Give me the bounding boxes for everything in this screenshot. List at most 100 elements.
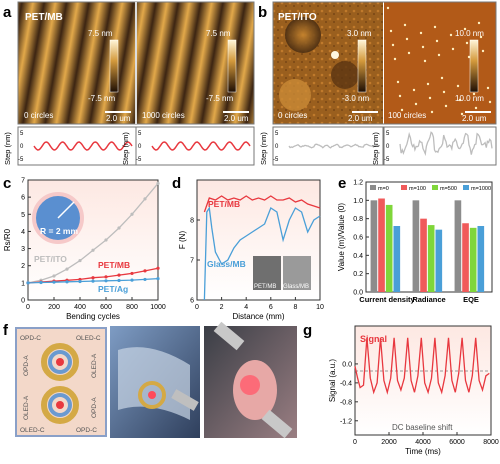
y-tick-label: 0.8 [353,216,363,223]
data-point [104,279,108,283]
y-tick-label: 0 [21,298,25,305]
colorbar-max-label: 10.0 nm [455,29,484,38]
step-profile-right [135,126,255,166]
legend-label: m=1000 [471,186,491,192]
x-tick-label: 4000 [415,439,431,446]
afm-particle [479,35,483,39]
afm-particle [456,84,460,88]
bar [427,225,435,292]
data-point [91,276,95,280]
bar [385,204,393,292]
y-tick-label: 1.2 [353,180,363,187]
category-label: Radiance [412,295,445,304]
x-tick-label: 6 [269,304,273,311]
x-axis-label: Distance (mm) [232,312,284,321]
category-label: EQE [463,295,479,304]
data-point [143,277,147,282]
schematic-label: OPD-C [20,335,41,342]
colorbar [357,39,367,93]
x-tick-label: 0 [195,304,199,311]
legend-swatch [432,185,438,190]
afm-particle [393,57,397,61]
step-profile-line [399,131,493,157]
panel-f: f OPD-C OLED-C OPD-A OLED-A OLED-A OPD-A… [3,321,297,439]
colorbar-max-label: 3.0 nm [347,29,372,38]
step-profile-left [17,126,137,166]
y-tick-label: 0.2 [353,271,363,278]
x-tick-label: 400 [74,304,86,311]
colorbar-min-label: -7.5 nm [88,94,115,103]
y-tick-label: 7 [190,258,194,265]
panel-letter: c [3,175,11,192]
data-point [117,278,121,283]
y-tick-label: 8 [190,218,194,225]
afm-particle [403,23,407,27]
y-tick-label: 1 [21,280,25,287]
step-profile-line [288,143,380,149]
plot-frame [196,179,321,301]
annotation-baseline: DC baseline shift [392,423,453,432]
data-point [117,273,121,277]
series-line [203,206,321,301]
panel-c: c R = 2 mm 0 200 400 600 800 1000 0 1 2 3 4 5 6 7 Bend… [3,175,166,321]
colorbar-min-label: -7.5 nm [206,94,233,103]
schematic-label: OPD-A [23,355,30,376]
afm-particle [458,98,462,102]
x-tick-label: 2000 [381,439,397,446]
x-tick-label: 8 [293,304,297,311]
tick-label: 5 [386,131,390,137]
schematic-label: OLED-A [91,353,98,378]
x-tick-label: 4 [244,304,248,311]
afm-particle [460,112,464,116]
inset-label: PET/MB [254,284,276,290]
scale-bar-label: 2.0 um [224,114,249,123]
tick-label: 5 [275,131,279,137]
panel-letter: f [3,322,9,339]
bar [454,200,462,292]
bar [462,223,469,292]
afm-particle [442,90,446,94]
afm-particle [398,94,402,98]
x-tick-label: 8000 [483,439,499,446]
series-label: PET/MB [98,260,130,270]
afm-image-right [136,2,254,124]
data-point [130,271,134,276]
y-tick-label: 4 [21,229,25,236]
data-point [156,266,160,270]
y-axis-label: F (N) [178,231,187,250]
y-tick-label: -0.8 [340,399,352,406]
y-axis-label: Signal (a.u.) [328,359,337,402]
scale-bar-label: 2.0 um [348,114,373,123]
tick-label: 5 [138,131,142,137]
y-tick-label: 0.0 [353,290,363,297]
afm-particle [421,45,425,49]
panel-letter: b [258,4,267,21]
afm-particle [400,108,404,112]
colorbar [109,39,119,93]
image-caption: 1000 circles [142,111,185,120]
afm-particle [407,51,411,55]
legend-swatch [370,185,376,190]
series-label: Glass/MB [207,259,246,269]
afm-particle [451,47,455,51]
data-point [52,280,56,284]
x-tick-label: 800 [126,304,138,311]
afm-particle [414,102,418,106]
annotation-signal: Signal [360,334,387,344]
x-tick-label: 1000 [150,304,166,311]
x-axis-label: Bending cycles [66,312,120,321]
afm-particle [430,110,434,114]
bar [435,229,443,292]
afm-particle [449,33,453,37]
y-tick-label: 0.0 [342,361,352,368]
panel-a: a PET/MB 7.5 nm -7.5 nm 0 circles 2.0 um… [3,1,255,166]
legend-swatch [401,185,407,190]
y-axis-label: Value (m)/Value (0) [337,203,346,272]
panel-letter: g [303,322,312,339]
afm-particle [463,27,467,31]
y-tick-label: 5 [21,212,25,219]
data-point [91,248,95,252]
inset-label: R = 2 mm [40,226,78,236]
afm-particle [412,88,416,92]
tick-label: 0 [386,144,390,150]
